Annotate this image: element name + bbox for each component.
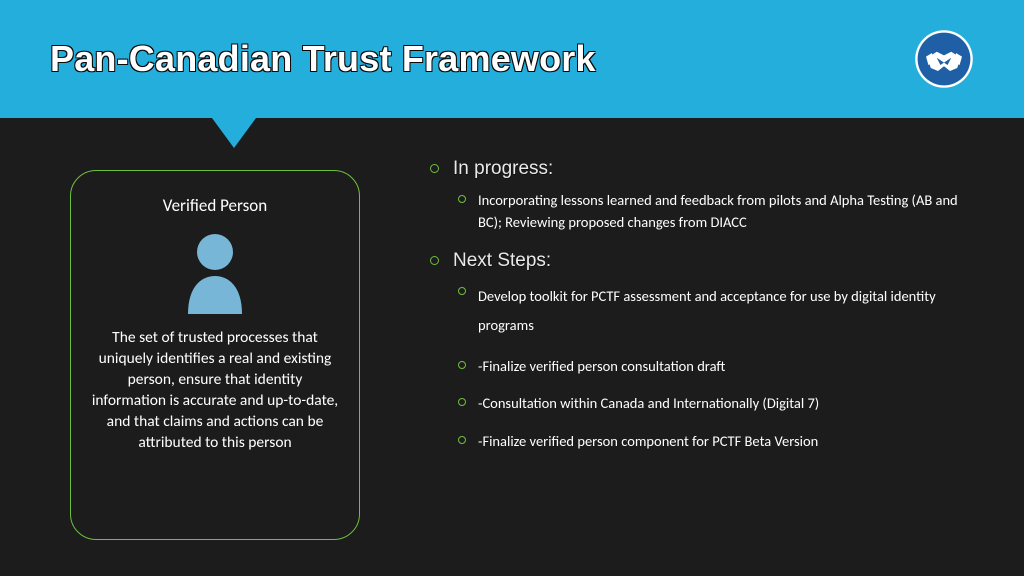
bullet-icon [458, 195, 466, 203]
item-text: -Finalize verified person consultation d… [478, 356, 725, 378]
item-text: Incorporating lessons learned and feedba… [478, 190, 984, 234]
list-item: Incorporating lessons learned and feedba… [458, 190, 984, 234]
slide-header: Pan-Canadian Trust Framework [0, 0, 1024, 118]
verified-person-card: Verified Person The set of trusted proce… [70, 170, 360, 540]
section-heading: Next Steps: [453, 250, 551, 272]
bullet-icon [458, 361, 466, 369]
list-item: -Finalize verified person consultation d… [458, 356, 984, 378]
slide-body: Verified Person The set of trusted proce… [0, 150, 1024, 576]
item-text: -Finalize verified person component for … [478, 431, 818, 453]
section-heading: In progress: [453, 158, 553, 180]
item-text: Develop toolkit for PCTF assessment and … [478, 282, 984, 340]
bullet-icon [458, 398, 466, 406]
slide-title: Pan-Canadian Trust Framework [50, 38, 596, 80]
person-icon [178, 230, 252, 314]
list-item: -Consultation within Canada and Internat… [458, 393, 984, 415]
bullet-icon [458, 287, 466, 295]
section-next-steps: Next Steps: Develop toolkit for PCTF ass… [430, 250, 984, 453]
bullet-icon [430, 164, 439, 173]
card-description: The set of trusted processes that unique… [89, 328, 341, 454]
bullet-icon [458, 436, 466, 444]
handshake-icon [914, 29, 974, 89]
card-title: Verified Person [89, 195, 341, 216]
header-pointer [212, 118, 256, 148]
content-column: In progress: Incorporating lessons learn… [430, 158, 984, 469]
bullet-icon [430, 256, 439, 265]
section-in-progress: In progress: Incorporating lessons learn… [430, 158, 984, 234]
item-text: -Consultation within Canada and Internat… [478, 393, 819, 415]
list-item: Develop toolkit for PCTF assessment and … [458, 282, 984, 340]
list-item: -Finalize verified person component for … [458, 431, 984, 453]
